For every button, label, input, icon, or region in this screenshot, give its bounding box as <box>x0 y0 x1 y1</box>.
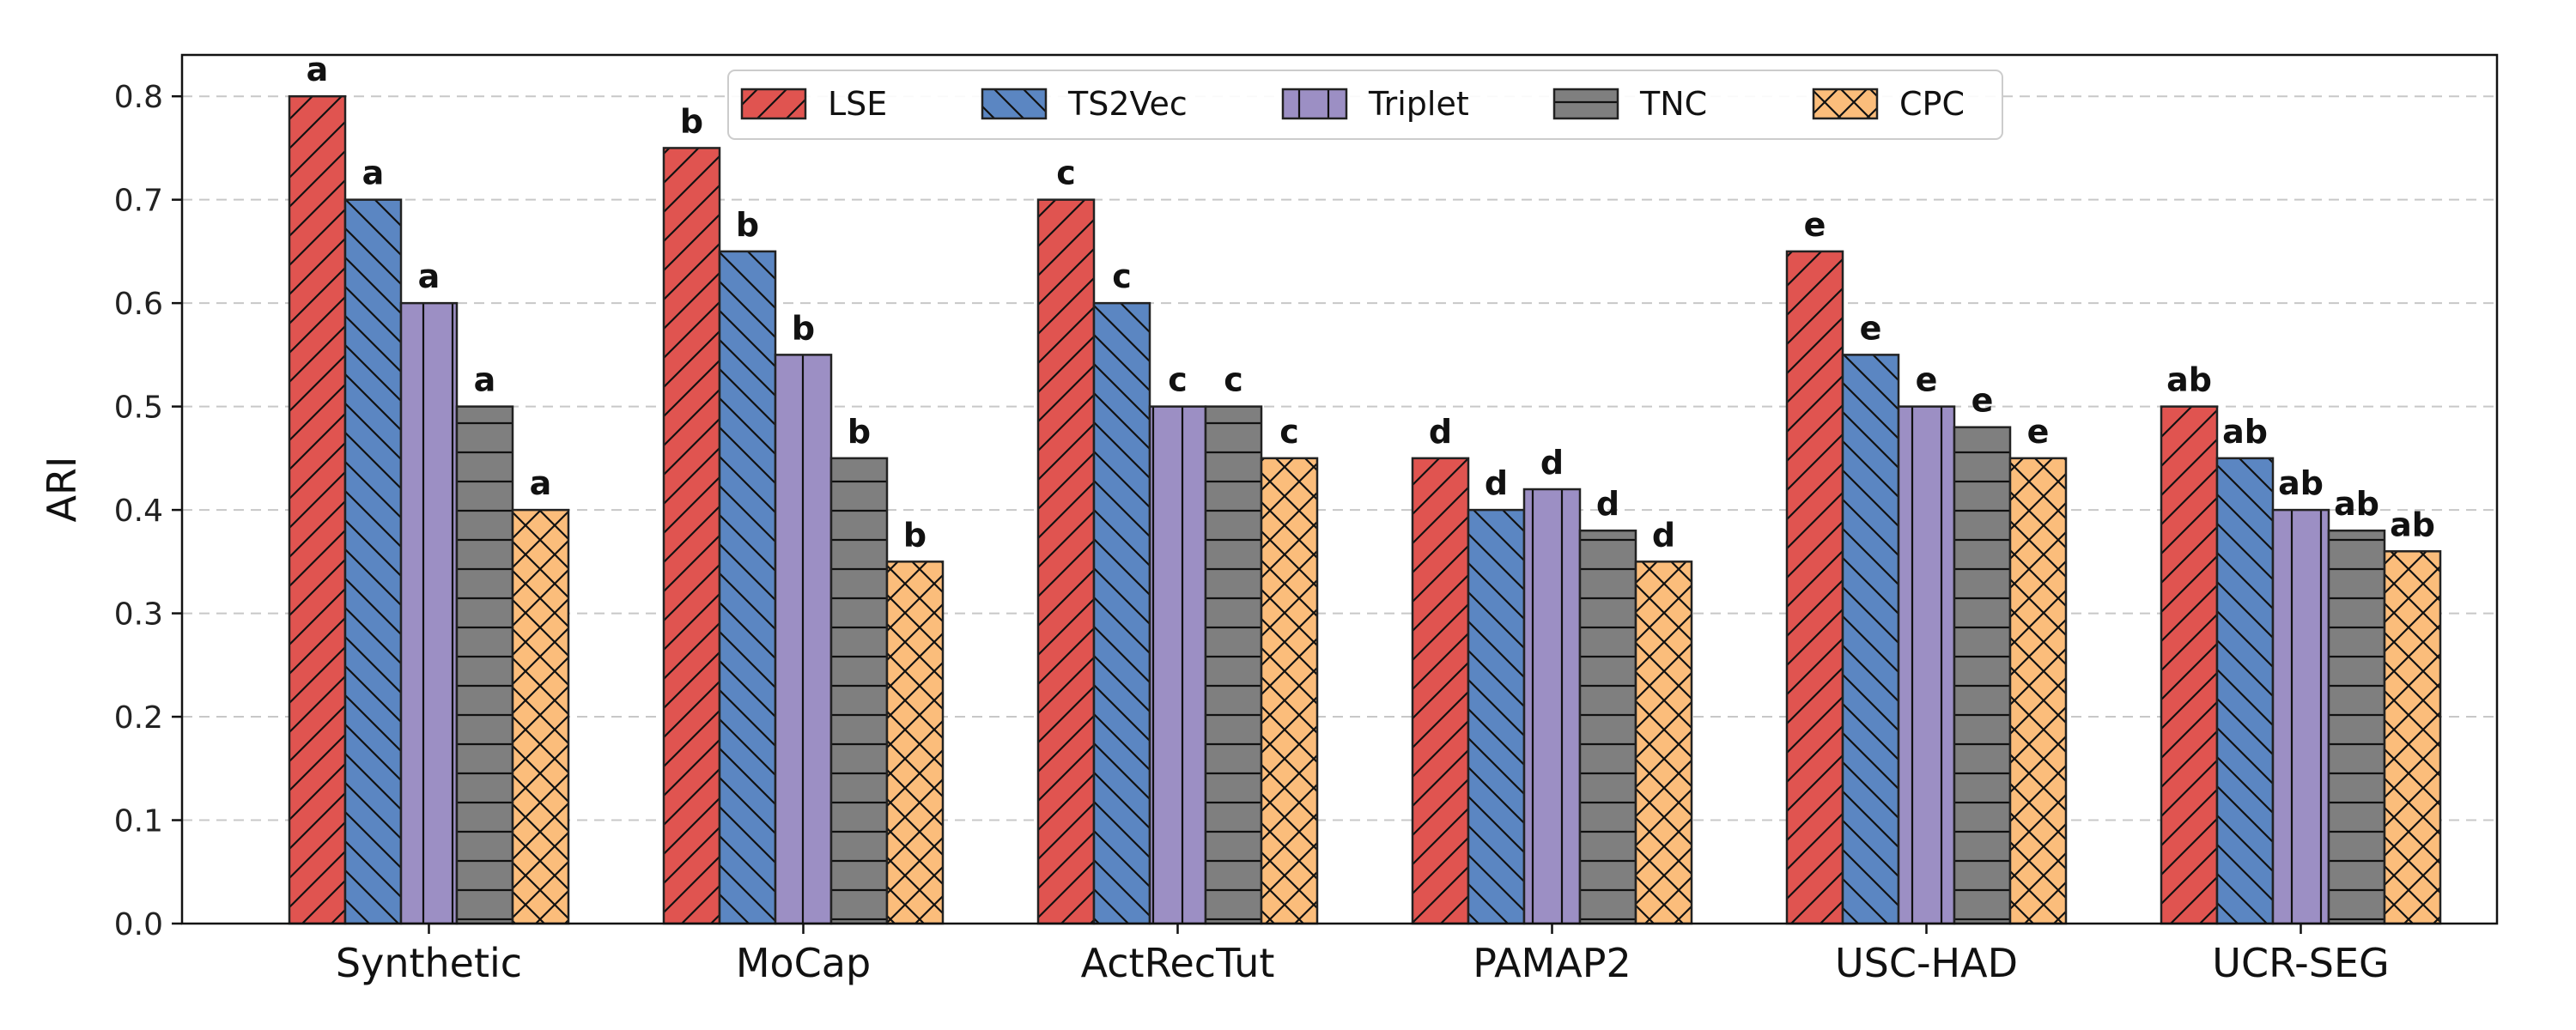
bar-cpc-synthetic <box>511 508 570 925</box>
y-tick-label: 0.3 <box>114 597 163 633</box>
legend-swatch-triplet <box>1281 88 1348 120</box>
bar-cpc-usc-had <box>2008 457 2068 925</box>
x-tick-label: USC-HAD <box>1835 940 2018 986</box>
bar-lse-usc-had <box>1785 250 1844 925</box>
bar-annotation: ab <box>2278 464 2324 502</box>
legend-swatch-tnc <box>1552 88 1619 120</box>
bar-annotation: c <box>1056 154 1076 192</box>
bar-annotation: b <box>848 413 871 451</box>
legend-box <box>727 70 2003 140</box>
bar-ts2vec-mocap <box>718 250 777 925</box>
bar-annotation: ab <box>2222 413 2268 451</box>
legend-label-triplet: Triplet <box>1368 85 1469 123</box>
y-tick-label: 0.5 <box>114 391 163 426</box>
bar-annotation: b <box>736 206 759 244</box>
bar-triplet-ucr-seg <box>2271 508 2330 925</box>
bar-annotation: d <box>1540 444 1564 482</box>
bar-annotation: ab <box>2390 506 2435 543</box>
legend-label-ts2vec: TS2Vec <box>1067 85 1188 123</box>
bar-annotation: d <box>1596 485 1619 523</box>
x-tick-label: MoCap <box>736 940 871 986</box>
bar-cpc-pamap2 <box>1634 560 1693 925</box>
bar-annotation: c <box>1279 413 1299 451</box>
x-tick-label: Synthetic <box>336 940 522 986</box>
bar-annotation: c <box>1168 361 1188 399</box>
bar-ts2vec-usc-had <box>1841 354 1900 925</box>
plot-frame <box>180 53 2499 925</box>
legend-swatch-ts2vec <box>981 88 1048 120</box>
bar-ts2vec-actrectut <box>1092 301 1151 925</box>
bar-tnc-usc-had <box>1953 426 2012 925</box>
bar-lse-mocap <box>662 147 721 925</box>
bar-annotation: a <box>530 464 552 502</box>
y-tick-label: 0.7 <box>114 184 163 219</box>
bar-ts2vec-pamap2 <box>1467 508 1526 925</box>
bar-triplet-actrectut <box>1148 405 1207 925</box>
bar-annotation: d <box>1485 464 1508 502</box>
bar-lse-actrectut <box>1036 198 1096 925</box>
bar-ts2vec-ucr-seg <box>2215 457 2275 925</box>
bar-annotation: ab <box>2166 361 2212 399</box>
y-tick-label: 0.6 <box>114 287 163 322</box>
bar-annotation: a <box>474 361 496 399</box>
bar-lse-synthetic <box>288 94 347 925</box>
bar-cpc-mocap <box>885 560 945 925</box>
y-axis-title: ARI <box>39 457 85 523</box>
bar-annotation: b <box>903 516 927 554</box>
legend: LSE TS2Vec Triplet TNC CPC <box>727 70 2003 140</box>
legend-label-cpc: CPC <box>1899 85 1965 123</box>
legend-label-lse: LSE <box>828 85 887 123</box>
bar-tnc-mocap <box>829 457 889 925</box>
x-tick-label: UCR-SEG <box>2212 940 2389 986</box>
bar-cpc-ucr-seg <box>2383 550 2442 925</box>
legend-swatch-lse <box>740 88 807 120</box>
bar-ts2vec-synthetic <box>343 198 403 925</box>
bar-lse-pamap2 <box>1411 457 1470 925</box>
bar-tnc-ucr-seg <box>2327 529 2386 925</box>
bar-annotation: e <box>1971 382 1994 420</box>
bar-annotation: a <box>307 51 329 88</box>
bar-annotation: e <box>2027 413 2050 451</box>
bar-annotation: c <box>1224 361 1243 399</box>
y-tick-label: 0.2 <box>114 700 163 736</box>
legend-swatch-cpc <box>1812 88 1879 120</box>
bar-annotation: ab <box>2334 485 2379 523</box>
bar-cpc-actrectut <box>1260 457 1319 925</box>
bar-annotation: d <box>1652 516 1675 554</box>
x-tick-label: ActRecTut <box>1081 940 1275 986</box>
bar-triplet-synthetic <box>399 301 459 925</box>
y-tick-label: 0.1 <box>114 804 163 839</box>
bar-triplet-pamap2 <box>1522 488 1582 925</box>
x-tick-label: PAMAP2 <box>1473 940 1631 986</box>
bar-tnc-pamap2 <box>1578 529 1637 925</box>
bar-annotation: c <box>1112 258 1132 295</box>
bar-triplet-mocap <box>774 354 833 925</box>
bar-annotation: e <box>1860 309 1882 347</box>
bar-lse-ucr-seg <box>2160 405 2219 925</box>
bar-annotation: b <box>680 102 703 140</box>
bar-annotation: e <box>1804 206 1826 244</box>
y-tick-label: 0.8 <box>114 80 163 115</box>
y-tick-label: 0.4 <box>114 494 163 529</box>
y-tick-label: 0.0 <box>114 907 163 942</box>
y-axis: 0.0 0.1 0.2 0.3 0.4 0.5 0.6 0.7 0.8 <box>114 80 182 942</box>
bar-triplet-usc-had <box>1897 405 1956 925</box>
x-axis: Synthetic MoCap ActRecTut PAMAP2 USC-HAD UCR-… <box>336 924 2390 986</box>
bar-annotation: e <box>1916 361 1938 399</box>
bar-annotation: b <box>792 309 815 347</box>
bar-tnc-synthetic <box>455 405 514 925</box>
bar-annotation: a <box>362 154 385 192</box>
bar-tnc-actrectut <box>1204 405 1263 925</box>
bar-annotation: d <box>1429 413 1452 451</box>
legend-label-tnc: TNC <box>1639 85 1707 123</box>
bar-annotation: a <box>418 258 440 295</box>
